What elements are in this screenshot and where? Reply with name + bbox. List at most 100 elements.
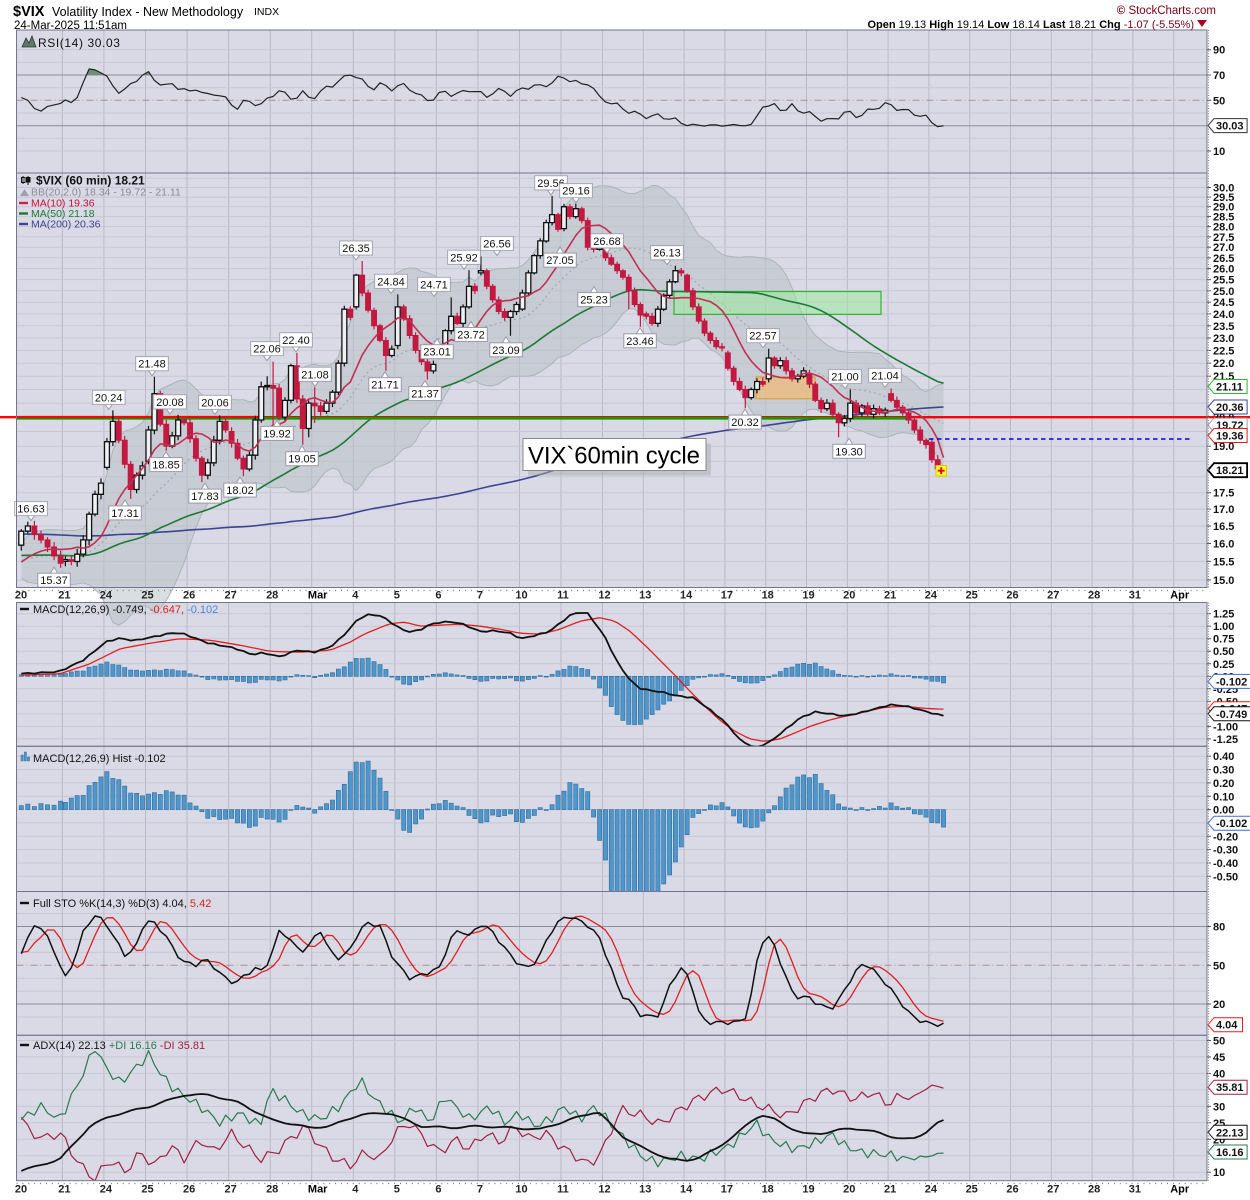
svg-text:17.31: 17.31 (111, 508, 139, 520)
svg-text:18.85: 18.85 (152, 460, 180, 472)
svg-text:ADX(14) 22.13 +DI 16.16 -DI 35: ADX(14) 22.13 +DI 16.16 -DI 35.81 (33, 1040, 205, 1052)
svg-text:21.48: 21.48 (138, 359, 166, 371)
svg-text:24: 24 (100, 1184, 113, 1196)
svg-text:MA(200) 20.36: MA(200) 20.36 (31, 219, 101, 231)
svg-text:BB(20,2.0) 18.34 - 19.72 - 21.: BB(20,2.0) 18.34 - 19.72 - 21.11 (31, 187, 181, 199)
svg-text:23.09: 23.09 (492, 345, 520, 357)
svg-text:0.30: 0.30 (1213, 765, 1234, 777)
svg-text:24.5: 24.5 (1213, 297, 1234, 309)
svg-text:25.5: 25.5 (1213, 275, 1234, 287)
svg-text:5: 5 (394, 590, 400, 602)
svg-text:MA(10) 19.36: MA(10) 19.36 (31, 198, 95, 210)
svg-text:19.0: 19.0 (1213, 441, 1234, 453)
svg-text:6: 6 (435, 1184, 441, 1196)
svg-text:21.04: 21.04 (871, 370, 899, 382)
svg-text:-0.40: -0.40 (1213, 858, 1238, 870)
svg-text:25: 25 (141, 590, 153, 602)
svg-text:80: 80 (1213, 922, 1225, 934)
svg-text:-0.749: -0.749 (1216, 709, 1247, 721)
svg-text:15.0: 15.0 (1213, 575, 1234, 587)
svg-text:24: 24 (925, 590, 938, 602)
svg-text:28: 28 (266, 590, 278, 602)
svg-text:27.05: 27.05 (546, 255, 574, 267)
svg-text:Mar: Mar (308, 1184, 328, 1196)
svg-text:26: 26 (183, 1184, 195, 1196)
svg-text:-1.00: -1.00 (1213, 721, 1238, 733)
svg-text:21: 21 (58, 590, 70, 602)
svg-text:-0.102: -0.102 (1216, 676, 1247, 688)
svg-text:11: 11 (557, 590, 569, 602)
svg-text:25.23: 25.23 (580, 295, 608, 307)
svg-text:Apr: Apr (1170, 590, 1190, 602)
svg-text:0.20: 0.20 (1213, 778, 1234, 790)
svg-text:21: 21 (58, 1184, 70, 1196)
svg-text:27: 27 (224, 1184, 236, 1196)
svg-text:28.5: 28.5 (1213, 212, 1234, 224)
svg-text:25: 25 (966, 1184, 978, 1196)
svg-text:31: 31 (1129, 590, 1141, 602)
svg-text:13: 13 (639, 590, 651, 602)
svg-text:15.5: 15.5 (1213, 556, 1234, 568)
svg-text:26.35: 26.35 (342, 243, 370, 255)
svg-text:31: 31 (1129, 1184, 1141, 1196)
svg-text:10: 10 (1213, 146, 1225, 158)
svg-text:11: 11 (557, 1184, 569, 1196)
svg-text:23.72: 23.72 (457, 330, 485, 342)
svg-text:13: 13 (639, 1184, 651, 1196)
svg-text:1.00: 1.00 (1213, 621, 1234, 633)
svg-text:50: 50 (1213, 1036, 1225, 1048)
svg-text:-0.102: -0.102 (1216, 818, 1247, 830)
svg-text:23.01: 23.01 (423, 347, 451, 359)
svg-text:26.5: 26.5 (1213, 253, 1234, 265)
svg-text:20.06: 20.06 (201, 397, 229, 409)
svg-text:INDX: INDX (254, 6, 279, 18)
svg-text:21.00: 21.00 (831, 372, 859, 384)
svg-text:10: 10 (1213, 1167, 1225, 1179)
svg-text:21.11: 21.11 (1216, 382, 1243, 394)
svg-text:19.36: 19.36 (1216, 431, 1244, 443)
svg-text:Volatility Index - New Methodo: Volatility Index - New Methodology (52, 5, 244, 19)
svg-text:21: 21 (884, 590, 896, 602)
svg-text:30: 30 (1213, 1101, 1225, 1113)
svg-text:© StockCharts.com: © StockCharts.com (1117, 5, 1216, 17)
svg-text:26: 26 (183, 590, 195, 602)
svg-text:Mar: Mar (308, 590, 328, 602)
svg-text:27.5: 27.5 (1213, 232, 1234, 244)
svg-text:22.06: 22.06 (253, 344, 281, 356)
svg-text:25.0: 25.0 (1213, 286, 1234, 298)
svg-text:0.40: 0.40 (1213, 751, 1234, 763)
svg-text:4: 4 (352, 1184, 359, 1196)
svg-text:Open 19.13 High 19.14 Low 18.1: Open 19.13 High 19.14 Low 18.14 Last 18.… (867, 19, 1194, 31)
svg-text:22.40: 22.40 (282, 335, 310, 347)
svg-text:27: 27 (224, 590, 236, 602)
svg-text:14: 14 (680, 1184, 693, 1196)
svg-text:0.25: 0.25 (1213, 659, 1234, 671)
svg-text:26: 26 (1006, 590, 1018, 602)
svg-text:30.03: 30.03 (1216, 121, 1244, 133)
svg-text:19.05: 19.05 (288, 454, 316, 466)
svg-text:0.00: 0.00 (1213, 805, 1234, 817)
svg-text:7: 7 (477, 590, 483, 602)
svg-text:Full STO %K(14,3) %D(3) 4.04,: Full STO %K(14,3) %D(3) 4.04, 5.42 (33, 898, 211, 910)
svg-text:24.71: 24.71 (420, 279, 448, 291)
svg-text:20: 20 (1213, 999, 1225, 1011)
svg-text:20: 20 (15, 1184, 27, 1196)
svg-text:29.5: 29.5 (1213, 192, 1234, 204)
svg-text:17: 17 (721, 1184, 733, 1196)
svg-text:50: 50 (1213, 95, 1225, 107)
svg-text:26: 26 (1006, 1184, 1018, 1196)
svg-text:28.0: 28.0 (1213, 222, 1234, 234)
svg-text:28: 28 (266, 1184, 278, 1196)
svg-text:25: 25 (141, 1184, 153, 1196)
svg-text:0.50: 0.50 (1213, 646, 1234, 658)
svg-text:6: 6 (435, 590, 441, 602)
svg-text:40: 40 (1213, 1068, 1225, 1080)
svg-text:19: 19 (802, 590, 814, 602)
svg-text:23.5: 23.5 (1213, 321, 1234, 333)
svg-text:27: 27 (1047, 1184, 1059, 1196)
svg-text:25.92: 25.92 (450, 252, 478, 264)
svg-text:7: 7 (477, 1184, 483, 1196)
svg-text:MACD(12,26,9) -0.749, -0.647,: MACD(12,26,9) -0.749, -0.647, -0.102 (33, 604, 218, 616)
svg-text:4: 4 (352, 590, 359, 602)
svg-text:22.5: 22.5 (1213, 345, 1234, 357)
